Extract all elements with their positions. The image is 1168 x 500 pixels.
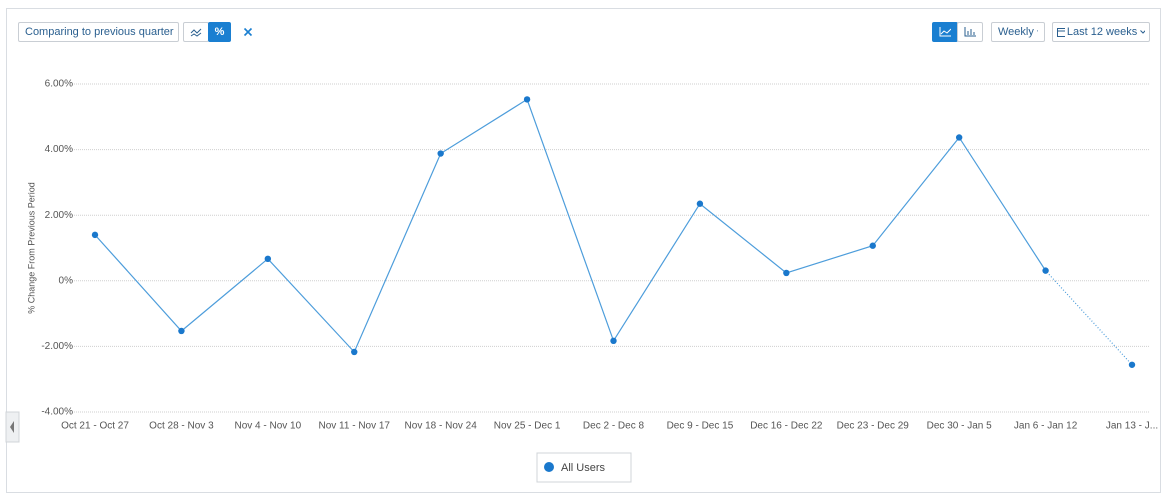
compare-dropdown[interactable]: Comparing to previous quarter [18, 22, 179, 42]
bar-view-toggle[interactable] [957, 22, 983, 42]
chevron [1140, 30, 1145, 34]
x-tick-label: Jan 13 - J... [1106, 421, 1158, 432]
y-tick-label: -4.00% [41, 407, 73, 418]
x-tick-label: Nov 18 - Nov 24 [405, 421, 478, 432]
x-tick-label: Dec 23 - Dec 29 [837, 421, 910, 432]
x-tick-label: Oct 28 - Nov 3 [149, 421, 214, 432]
data-point [523, 96, 531, 103]
bar-icon [964, 27, 976, 37]
data-point [955, 134, 963, 141]
legend-label: All Users [561, 462, 606, 474]
y-tick-label: -2.00% [41, 341, 73, 352]
percent-label: % [214, 26, 225, 38]
x-tick-label: Nov 11 - Nov 17 [318, 421, 390, 432]
interval-label: Weekly [998, 26, 1034, 38]
range-label: Last 12 weeks [1066, 26, 1138, 38]
x-tick-label: Dec 30 - Jan 5 [927, 421, 992, 432]
data-point [178, 327, 185, 335]
range-dropdown[interactable]: Last 12 weeks [1052, 22, 1150, 42]
trend-icon [190, 28, 202, 37]
x-tick-label: Nov 4 - Nov 10 [234, 421, 301, 432]
data-point [91, 231, 99, 239]
line-icon [939, 27, 951, 37]
data-point [264, 255, 272, 263]
data-point [783, 269, 790, 277]
y-tick-label: 2.00% [45, 210, 73, 221]
data-point [1128, 361, 1136, 368]
data-point [610, 337, 617, 345]
card [6, 8, 1161, 493]
line-view-toggle[interactable] [932, 22, 958, 42]
x-tick-label: Dec 9 - Dec 15 [667, 421, 734, 432]
data-point [351, 348, 358, 356]
collapse-tab[interactable] [5, 411, 20, 443]
clear-button[interactable] [243, 27, 253, 37]
data-point [437, 150, 444, 157]
y-tick-label: 0% [59, 275, 74, 286]
y-axis-label: % Change From Previous Period [26, 182, 36, 314]
x-tick-label: Oct 21 - Oct 27 [61, 421, 129, 432]
calendar-icon [1057, 28, 1065, 37]
x-tick-label: Nov 25 - Dec 1 [494, 421, 561, 432]
legend-marker [544, 462, 554, 472]
compare-label: Comparing to previous quarter [25, 26, 174, 38]
data-point [1042, 267, 1049, 274]
interval-dropdown[interactable]: Weekly [991, 22, 1045, 42]
percent-toggle[interactable]: % [208, 22, 231, 42]
x-tick-label: Dec 2 - Dec 8 [583, 421, 645, 432]
absolute-toggle[interactable] [183, 22, 209, 42]
y-tick-label: 6.00% [45, 79, 73, 90]
x-tick-label: Jan 6 - Jan 12 [1014, 421, 1078, 432]
y-tick-label: 4.00% [45, 144, 73, 155]
data-point [869, 242, 876, 249]
data-point [696, 200, 704, 207]
series-line [94, 98, 1133, 366]
x-tick-label: Dec 16 - Dec 22 [750, 421, 823, 432]
